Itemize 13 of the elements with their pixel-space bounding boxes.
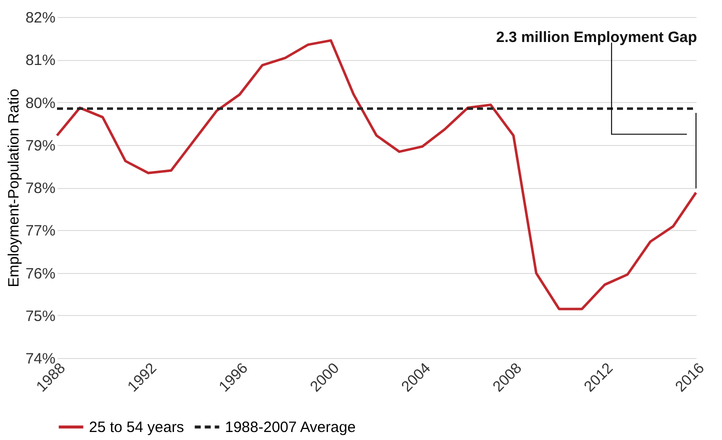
legend-label: 1988-2007 Average [225,419,356,436]
y-tick-label: 78% [25,180,56,197]
y-tick-label: 76% [25,265,56,282]
y-tick-label: 79% [25,137,56,154]
y-tick-label: 81% [25,52,56,70]
y-tick-label: 74% [25,350,56,368]
y-tick-label: 77% [25,222,56,240]
legend-label: 25 to 54 years [89,419,184,436]
y-tick-label: 82% [25,10,56,26]
y-axis-title: Employment-Population Ratio [5,88,22,288]
y-tick-label: 80% [25,94,56,112]
y-tick-label: 75% [25,308,56,325]
annotation: 2.3 million Employment Gap [496,29,697,46]
